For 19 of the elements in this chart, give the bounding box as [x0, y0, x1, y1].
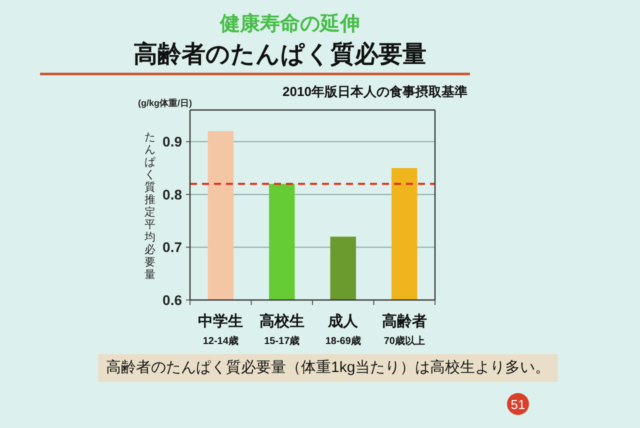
ytick-label: 0.9 [162, 134, 182, 150]
category-label: 成人 [328, 313, 358, 330]
category-label: 70歳以上 [384, 336, 425, 347]
category-label: 中学生 [198, 313, 244, 330]
category-label: 15-17歳 [264, 336, 300, 347]
ylabel: たんぱく質推定平均必要量 [144, 131, 156, 281]
category-label: 高校生 [259, 313, 304, 330]
ytick-label: 0.8 [162, 186, 182, 202]
subtitle: 2010年版日本人の食事摂取基準 [282, 84, 468, 99]
category-label: 高齢者 [382, 313, 427, 330]
ytick-label: 0.7 [162, 239, 182, 256]
annotation: 健康寿命の延伸 [220, 13, 360, 35]
ytick-label: 0.6 [162, 292, 182, 308]
annotation: 高齢者のたんぱく質必要量（体重1kg当たり）は高校生より多い。 [98, 354, 558, 382]
category-label: 12-14歳 [202, 336, 238, 347]
annotation: 51 [510, 397, 526, 412]
title: 高齢者のたんぱく質必要量 [134, 41, 426, 68]
annotation: (g/kg体重/日) [138, 98, 192, 108]
category-label: 18-69歳 [325, 336, 361, 347]
